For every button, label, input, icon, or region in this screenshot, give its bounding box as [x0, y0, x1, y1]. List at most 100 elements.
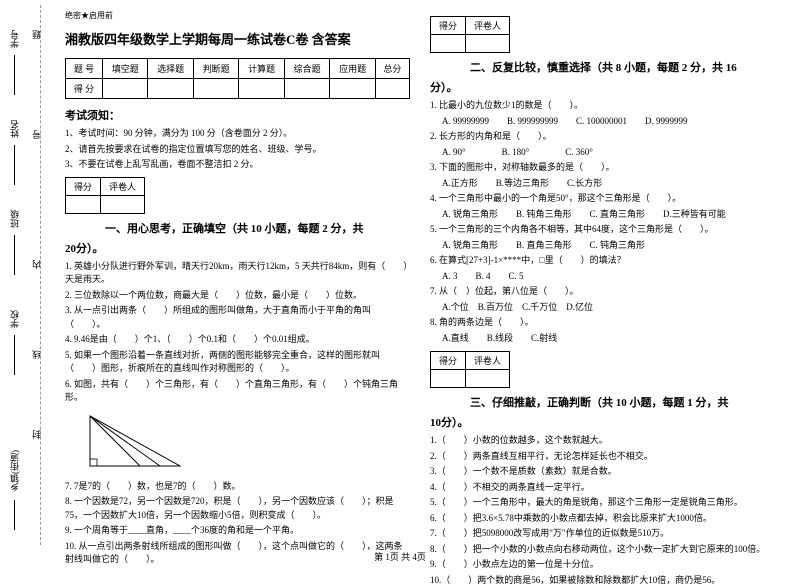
question: 8. 一个因数是72，另一个因数是720，积是（ ），另一个因数应该（ ）；积是…	[65, 495, 410, 522]
page-content: 绝密★启用前 湘教版四年级数学上学期每周一练试卷C卷 含答案 题 号 填空题 选…	[0, 0, 800, 545]
th: 填空题	[102, 59, 147, 79]
table-row: 题 号 填空题 选择题 判断题 计算题 综合题 应用题 总分	[66, 59, 410, 79]
td[interactable]	[466, 370, 510, 388]
section-2-title: 二、反复比较，慎重选择（共 8 小题，每题 2 分，共 16	[470, 59, 775, 75]
options: A.正方形 B.等边三角形 C.长方形	[442, 177, 775, 191]
td[interactable]	[148, 79, 193, 99]
question: 9. 一个周角等于____直角，____个36度的角和是一个平角。	[65, 524, 410, 538]
th: 选择题	[148, 59, 193, 79]
th: 得分	[66, 177, 101, 195]
question: 8. 角的两条边是（ ）。	[430, 316, 775, 330]
question: 1.（ ）小数的位数越多，这个数就越大。	[430, 434, 775, 448]
score-table: 题 号 填空题 选择题 判断题 计算题 综合题 应用题 总分 得 分	[65, 58, 410, 99]
section-2-cont: 分）。	[430, 79, 775, 95]
margin-label-xiangzhen: 乡镇(街道)	[8, 450, 21, 492]
td[interactable]	[375, 79, 409, 99]
margin-label-banji: 班级	[8, 210, 21, 228]
question: 6.（ ）把3.6×5.78中乘数的小数点都去掉，积会比原来扩大1000倍。	[430, 512, 775, 526]
td[interactable]	[284, 79, 329, 99]
td[interactable]	[66, 195, 101, 213]
options: A. 锐角三角形 B. 钝角三角形 C. 直角三角形 D.三种皆有可能	[442, 208, 775, 222]
question: 2. 长方形的内角和是（ ）。	[430, 130, 775, 144]
question: 2. 三位数除以一个两位数，商最大是（ ）位数，最小是（ ）位数。	[65, 289, 410, 303]
notice-item: 3、不要在试卷上乱写乱画，卷面不整洁扣 2 分。	[65, 158, 410, 171]
question: 3. 从一点引出两条（ ）所组成的图形叫做角，大于直角而小于平角的角叫（ ）。	[65, 304, 410, 331]
options: A. 90° B. 180° C. 360°	[442, 146, 775, 160]
inner-label: 封	[30, 430, 43, 439]
td[interactable]	[431, 35, 466, 53]
section-1-cont: 20分）。	[65, 240, 410, 256]
margin-label-xuehao: 学号	[8, 30, 21, 48]
grader-table: 得分评卷人	[430, 351, 510, 388]
question: 5. 如果一个图形沿着一条直线对折，两侧的图形能够完全重合，这样的图形就叫（ ）…	[65, 349, 410, 376]
td: 得 分	[66, 79, 103, 99]
left-column: 绝密★启用前 湘教版四年级数学上学期每周一练试卷C卷 含答案 题 号 填空题 选…	[55, 10, 420, 545]
question: 1. 英雄小分队进行野外军训，晴天行20km，雨天行12km，5 天共行84km…	[65, 260, 410, 287]
options: A. 99999999 B. 999999999 C. 100000001 D.…	[442, 115, 775, 129]
td[interactable]	[101, 195, 145, 213]
question: 7. 从（ ）位起，第八位是（ ）。	[430, 285, 775, 299]
th: 总分	[375, 59, 409, 79]
question: 6. 如图，共有（ ）个三角形，有（ ）个直角三角形，有（ ）个钝角三角形。	[65, 378, 410, 405]
question: 7.（ ）把5098000改写成用"万"作单位的近似数是510万。	[430, 527, 775, 541]
options: A.个位 B.百万位 C.千万位 D.亿位	[442, 301, 775, 315]
page-footer: 第 1页 共 4页	[0, 550, 800, 563]
td[interactable]	[102, 79, 147, 99]
th: 评卷人	[101, 177, 145, 195]
options: A. 锐角三角形 B. 直角三角形 C. 钝角三角形	[442, 239, 775, 253]
margin-line	[14, 145, 15, 185]
td[interactable]	[431, 370, 466, 388]
question: 3. 下面的图形中，对称轴数最多的是（ ）。	[430, 161, 775, 175]
exam-title: 湘教版四年级数学上学期每周一练试卷C卷 含答案	[65, 29, 410, 48]
td[interactable]	[193, 79, 238, 99]
td[interactable]	[466, 35, 510, 53]
margin-label-xingming: 姓名	[8, 120, 21, 138]
margin-label-xuexiao: 学校	[8, 310, 21, 328]
question: 7. 7是7的（ ）数，也是7的（ ）数。	[65, 480, 410, 494]
grader-table: 得分评卷人	[430, 16, 510, 53]
question: 4.（ ）不相交的两条直线一定平行。	[430, 481, 775, 495]
question: 2.（ ）两条直线互相平行，无论怎样延长也不相交。	[430, 450, 775, 464]
th: 得分	[431, 17, 466, 35]
section-1-title: 一、用心思考，正确填空（共 10 小题，每题 2 分，共	[105, 220, 410, 236]
th: 得分	[431, 352, 466, 370]
question: 5.（ ）一个三角形中，最大的角是锐角，那这个三角形一定是锐角三角形。	[430, 496, 775, 510]
binding-margin: 学号 姓名 班级 学校 乡镇(街道) 题 号 内 线 封	[0, 0, 55, 545]
question: 10.（ ）两个数的商是56，如果被除数和除数都扩大10倍，商仍是56。	[430, 574, 775, 587]
notice-item: 2、请首先按要求在试卷的指定位置填写您的姓名、班级、学号。	[65, 143, 410, 156]
td[interactable]	[239, 79, 284, 99]
th: 计算题	[239, 59, 284, 79]
fold-line	[40, 5, 41, 545]
options: A.直线 B.线段 C.射线	[442, 332, 775, 346]
margin-line	[14, 500, 15, 530]
th: 应用题	[330, 59, 375, 79]
th: 判断题	[193, 59, 238, 79]
notice-item: 1、考试时间：90 分钟，满分为 100 分（含卷面分 2 分）。	[65, 127, 410, 140]
td[interactable]	[330, 79, 375, 99]
question: 4. 9.46是由（ ）个1、（ ）个0.1和（ ）个0.01组成。	[65, 333, 410, 347]
notice-title: 考试须知：	[65, 107, 410, 123]
th: 评卷人	[466, 17, 510, 35]
margin-line	[14, 55, 15, 95]
table-row: 得 分	[66, 79, 410, 99]
th: 题 号	[66, 59, 103, 79]
th: 综合题	[284, 59, 329, 79]
inner-label: 号	[30, 130, 43, 139]
inner-label: 线	[30, 350, 43, 359]
margin-line	[14, 335, 15, 375]
grader-table: 得分评卷人	[65, 177, 145, 214]
inner-label: 题	[30, 30, 43, 39]
section-3-cont: 10分）。	[430, 414, 775, 430]
question: 3.（ ）一个数不是质数（素数）就是合数。	[430, 465, 775, 479]
triangle-figure	[85, 411, 185, 471]
confidential-label: 绝密★启用前	[65, 10, 410, 21]
question: 4. 一个三角形中最小的一个角是50°，那这个三角形是（ ）。	[430, 192, 775, 206]
options: A. 3 B. 4 C. 5	[442, 270, 775, 284]
question: 5. 一个三角形的三个内角各不相等，其中64度，这个三角形是（ ）。	[430, 223, 775, 237]
question: 6. 在算式[27+3]-1×****中，□里（ ）的填法？	[430, 254, 775, 268]
inner-label: 内	[30, 260, 43, 269]
section-3-title: 三、仔细推敲，正确判断（共 10 小题，每题 1 分，共	[470, 394, 775, 410]
margin-line	[14, 235, 15, 275]
th: 评卷人	[466, 352, 510, 370]
question: 1. 比最小的九位数少1的数是（ ）。	[430, 99, 775, 113]
